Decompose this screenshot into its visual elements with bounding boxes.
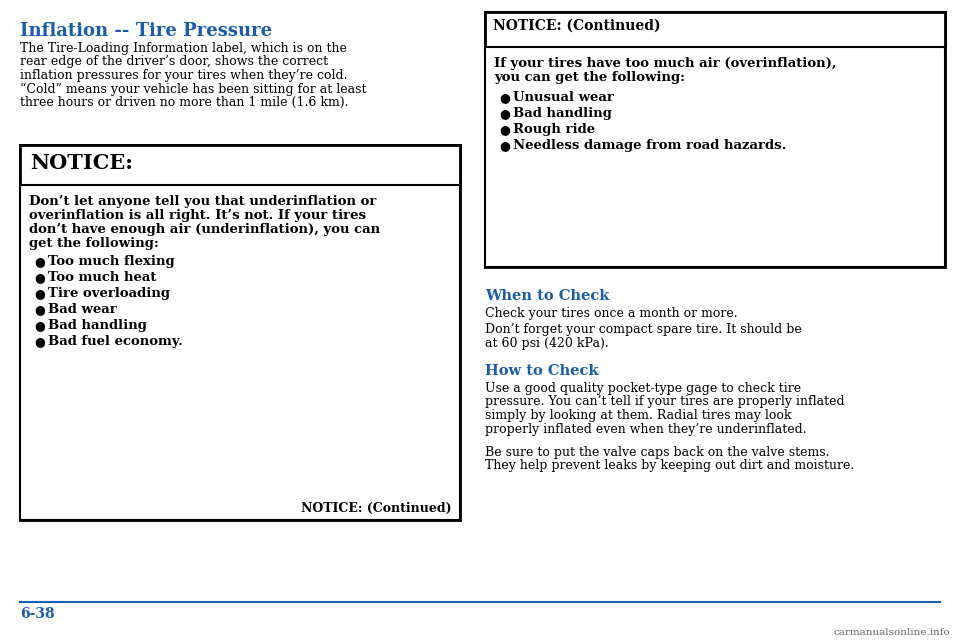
- Text: 6-38: 6-38: [20, 607, 55, 621]
- Text: The Tire-Loading Information label, which is on the: The Tire-Loading Information label, whic…: [20, 42, 347, 55]
- Text: carmanualsonline.info: carmanualsonline.info: [833, 628, 950, 637]
- Text: Inflation -- Tire Pressure: Inflation -- Tire Pressure: [20, 22, 272, 40]
- Text: ●: ●: [34, 287, 45, 300]
- Text: at 60 psi (420 kPa).: at 60 psi (420 kPa).: [485, 337, 609, 349]
- Text: ●: ●: [34, 255, 45, 268]
- Text: ●: ●: [499, 123, 510, 136]
- Text: ●: ●: [499, 107, 510, 120]
- Text: Too much flexing: Too much flexing: [48, 255, 175, 268]
- Text: Bad handling: Bad handling: [513, 107, 612, 120]
- Text: overinflation is all right. It’s not. If your tires: overinflation is all right. It’s not. If…: [29, 209, 366, 222]
- Text: Don’t let anyone tell you that underinflation or: Don’t let anyone tell you that underinfl…: [29, 195, 376, 208]
- Text: inflation pressures for your tires when they’re cold.: inflation pressures for your tires when …: [20, 69, 348, 82]
- Text: ●: ●: [34, 303, 45, 316]
- Text: ●: ●: [34, 271, 45, 284]
- Text: NOTICE: (Continued): NOTICE: (Continued): [493, 19, 660, 33]
- Text: simply by looking at them. Radial tires may look: simply by looking at them. Radial tires …: [485, 409, 791, 422]
- Text: When to Check: When to Check: [485, 289, 610, 303]
- Text: rear edge of the driver’s door, shows the correct: rear edge of the driver’s door, shows th…: [20, 56, 328, 68]
- Text: Be sure to put the valve caps back on the valve stems.: Be sure to put the valve caps back on th…: [485, 446, 829, 459]
- Text: If your tires have too much air (overinflation),: If your tires have too much air (overinf…: [494, 57, 836, 70]
- Text: ●: ●: [499, 91, 510, 104]
- Text: Check your tires once a month or more.: Check your tires once a month or more.: [485, 307, 737, 320]
- Text: properly inflated even when they’re underinflated.: properly inflated even when they’re unde…: [485, 422, 806, 435]
- Text: ●: ●: [499, 139, 510, 152]
- Text: Too much heat: Too much heat: [48, 271, 156, 284]
- Text: NOTICE: (Continued): NOTICE: (Continued): [301, 502, 452, 515]
- Text: Bad handling: Bad handling: [48, 319, 147, 332]
- Text: you can get the following:: you can get the following:: [494, 71, 685, 84]
- Bar: [485, 12, 945, 47]
- Text: pressure. You can’t tell if your tires are properly inflated: pressure. You can’t tell if your tires a…: [485, 396, 845, 408]
- Text: ●: ●: [34, 335, 45, 348]
- Text: Tire overloading: Tire overloading: [48, 287, 170, 300]
- Text: Use a good quality pocket-type gage to check tire: Use a good quality pocket-type gage to c…: [485, 382, 802, 395]
- Text: get the following:: get the following:: [29, 237, 158, 250]
- Text: “Cold” means your vehicle has been sitting for at least: “Cold” means your vehicle has been sitti…: [20, 83, 367, 96]
- Text: Bad wear: Bad wear: [48, 303, 117, 316]
- Text: They help prevent leaks by keeping out dirt and moisture.: They help prevent leaks by keeping out d…: [485, 460, 854, 472]
- Text: Don’t forget your compact spare tire. It should be: Don’t forget your compact spare tire. It…: [485, 323, 802, 336]
- Bar: [20, 185, 460, 520]
- Text: Needless damage from road hazards.: Needless damage from road hazards.: [513, 139, 786, 152]
- Text: three hours or driven no more than 1 mile (1.6 km).: three hours or driven no more than 1 mil…: [20, 96, 348, 109]
- Bar: [485, 47, 945, 267]
- Text: How to Check: How to Check: [485, 364, 598, 378]
- Text: Bad fuel economy.: Bad fuel economy.: [48, 335, 182, 348]
- Bar: [20, 145, 460, 185]
- Bar: [485, 12, 945, 267]
- Text: NOTICE:: NOTICE:: [30, 153, 132, 173]
- Text: don’t have enough air (underinflation), you can: don’t have enough air (underinflation), …: [29, 223, 380, 236]
- Text: Rough ride: Rough ride: [513, 123, 595, 136]
- Text: Unusual wear: Unusual wear: [513, 91, 613, 104]
- Text: ●: ●: [34, 319, 45, 332]
- Bar: [20, 145, 460, 520]
